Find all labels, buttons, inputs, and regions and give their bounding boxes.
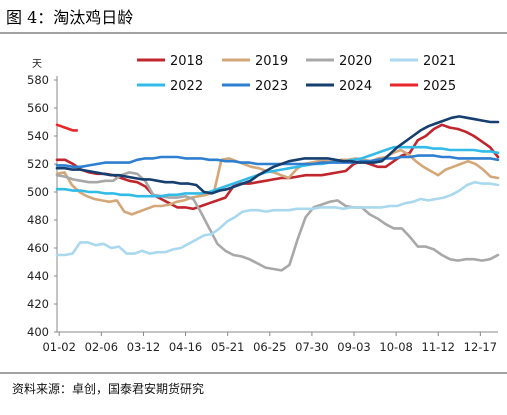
- legend-label-2019: 2019: [255, 54, 288, 69]
- y-tick-label: 560: [27, 101, 49, 115]
- legend: 2018 2019 2020 2021 2022 2023 2024 2025: [137, 54, 456, 94]
- y-axis-unit: 天: [32, 59, 42, 70]
- legend-label-2022: 2022: [170, 79, 203, 94]
- x-tick-label: 03-12: [127, 340, 160, 354]
- x-tick-label: 05-21: [211, 340, 244, 354]
- y-axis: 400 420 440 460 480 500 520 540 560 580: [27, 73, 58, 339]
- x-tick-label: 10-08: [379, 340, 412, 354]
- series-line-2022: [55, 145, 500, 198]
- y-tick-label: 480: [27, 213, 49, 227]
- x-tick-label: 09-03: [337, 340, 370, 354]
- legend-label-2024: 2024: [339, 79, 372, 94]
- series-line-2025: [55, 123, 79, 132]
- x-axis: 01-02 02-06 03-12 04-16 05-21 06-25 07-30 09-03…: [42, 331, 498, 354]
- x-tick-label: 02-06: [85, 340, 118, 354]
- y-tick-label: 520: [27, 157, 49, 171]
- source-note: 资料来源：卓创，国泰君安期货研究: [12, 381, 204, 396]
- y-tick-label: 460: [27, 241, 49, 255]
- y-tick-label: 400: [27, 325, 49, 339]
- legend-label-2025: 2025: [423, 79, 456, 94]
- legend-label-2018: 2018: [170, 54, 203, 69]
- x-tick-label: 04-16: [169, 340, 202, 354]
- series-line-2023: [55, 154, 500, 169]
- y-tick-label: 500: [27, 185, 49, 199]
- series-line-2024: [55, 115, 500, 195]
- legend-label-2021: 2021: [423, 54, 456, 69]
- chart-title: 图 4：淘汰鸡日龄: [6, 8, 133, 27]
- x-tick-label: 12-17: [464, 340, 497, 354]
- series-line-2020: [55, 171, 500, 272]
- y-tick-label: 420: [27, 297, 49, 311]
- series-line-2018: [55, 123, 500, 211]
- series-line-2019: [55, 148, 500, 216]
- y-tick-label: 580: [27, 73, 49, 87]
- series-line-2021: [55, 180, 500, 257]
- x-tick-label: 01-02: [42, 340, 75, 354]
- plot-area: [55, 115, 500, 272]
- y-tick-label: 540: [27, 129, 49, 143]
- legend-label-2023: 2023: [255, 79, 288, 94]
- x-tick-label: 07-30: [295, 340, 328, 354]
- legend-label-2020: 2020: [339, 54, 372, 69]
- y-tick-label: 440: [27, 269, 49, 283]
- x-tick-label: 06-25: [253, 340, 286, 354]
- x-tick-label: 11-12: [422, 340, 455, 354]
